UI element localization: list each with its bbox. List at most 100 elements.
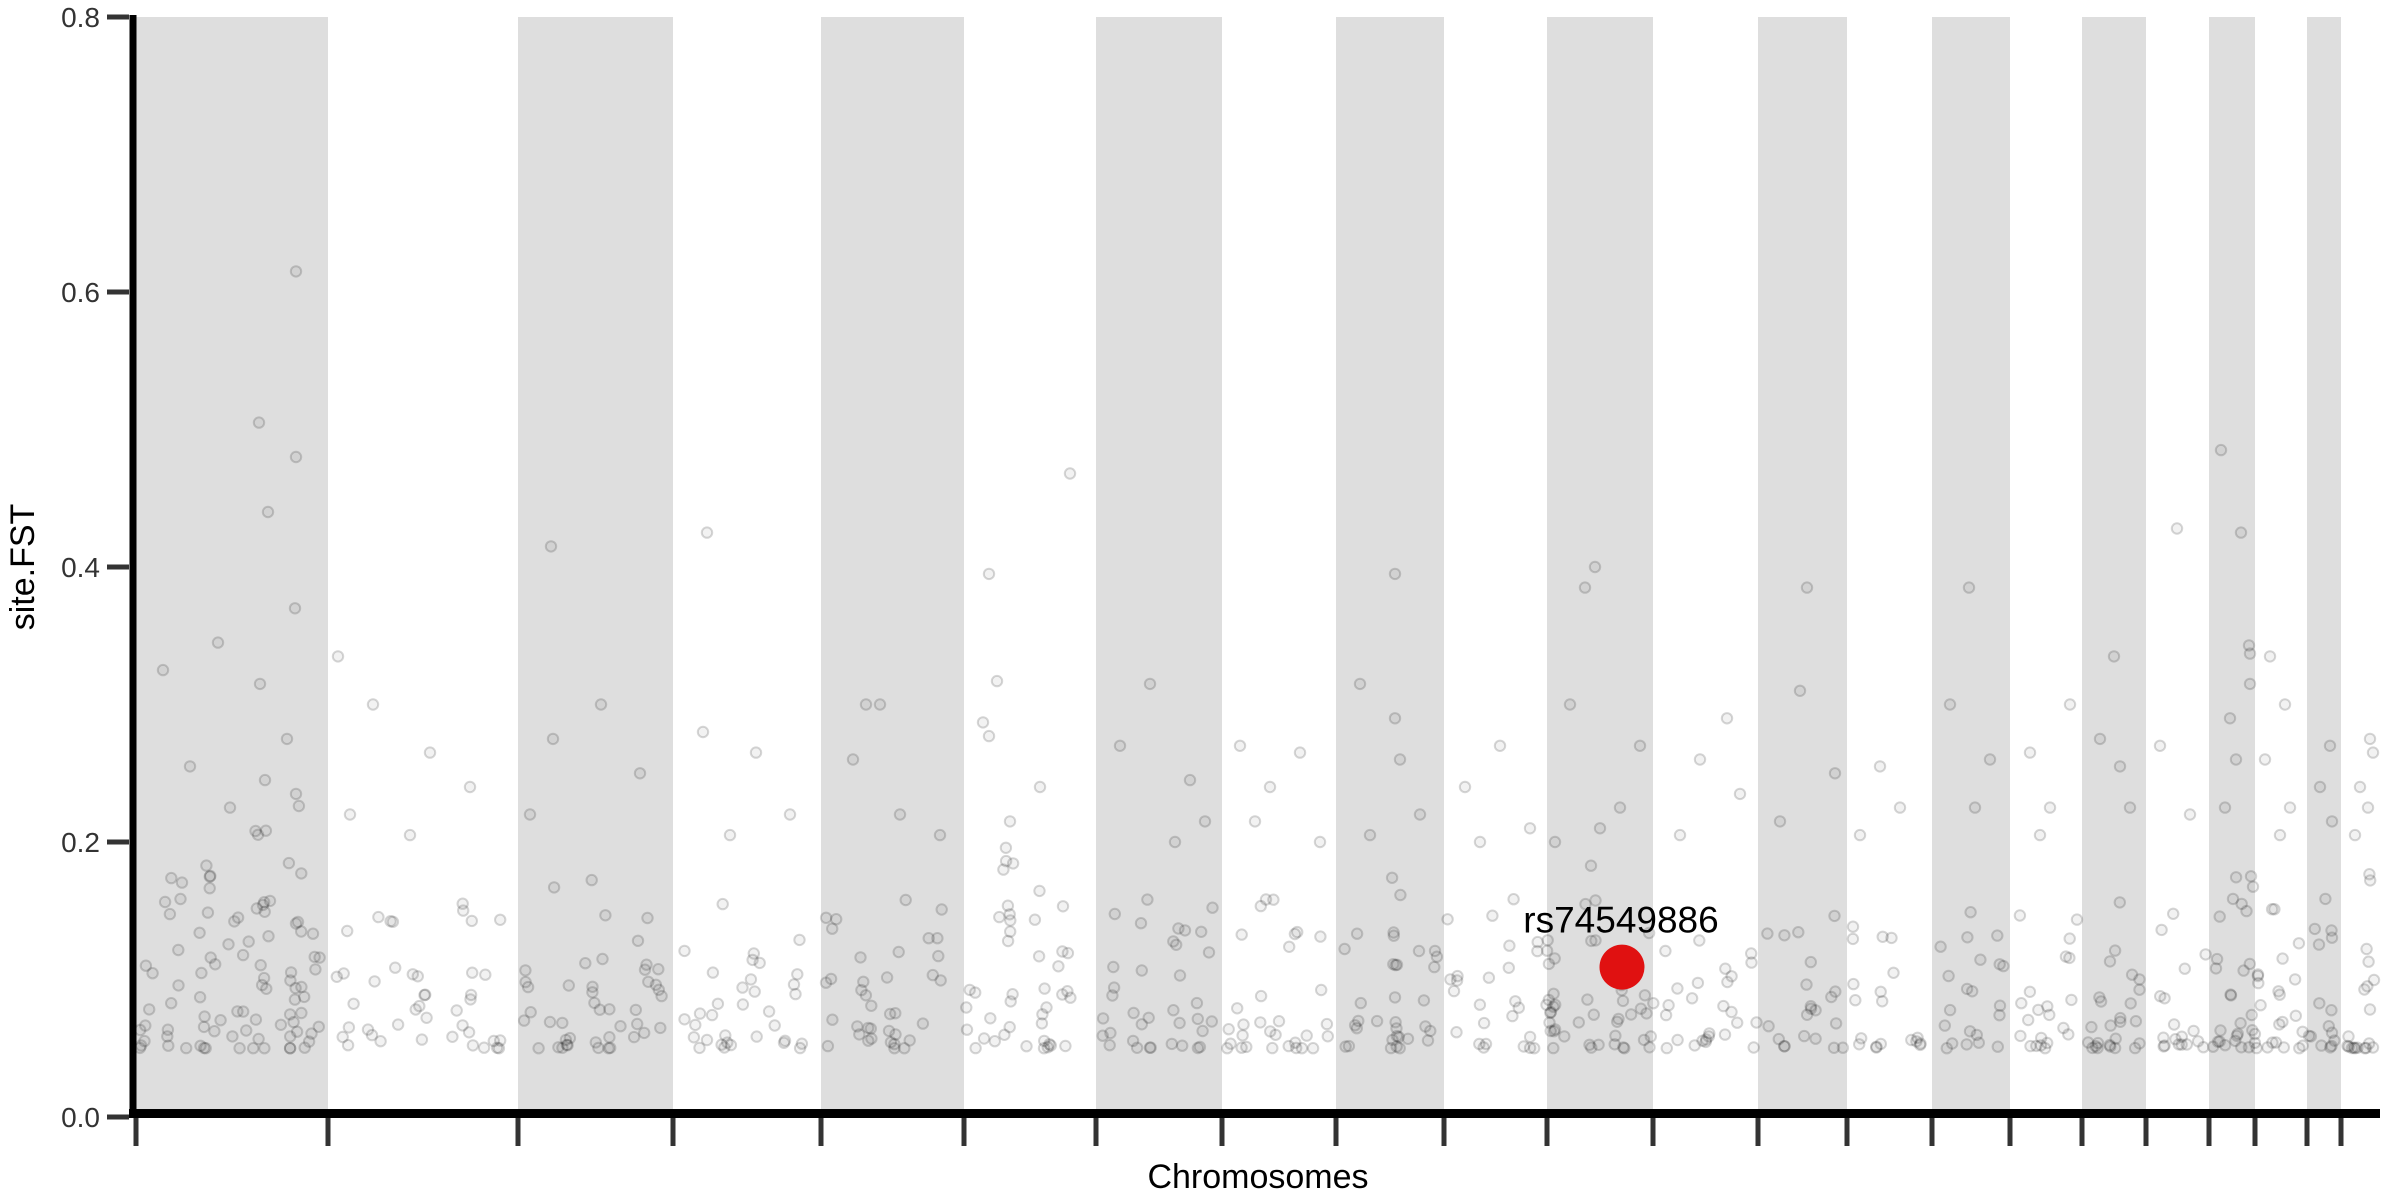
- snp-point-chr17: [2129, 1015, 2143, 1028]
- snp-point-chr11: [1613, 801, 1627, 814]
- snp-point-chr1: [139, 1019, 152, 1032]
- snp-point-chr3: [604, 1041, 617, 1055]
- snp-point-chr6: [1061, 985, 1074, 998]
- snp-point-chr4: [793, 933, 806, 947]
- snp-point-chr5: [931, 932, 944, 945]
- snp-point-chr15: [1962, 581, 1976, 594]
- snp-point-chr7: [1190, 996, 1204, 1010]
- snp-point-chr3: [521, 980, 535, 994]
- snp-point-chr11: [1633, 739, 1647, 752]
- snp-point-chr1: [295, 867, 308, 880]
- snp-point-chr20: [2268, 903, 2281, 916]
- snp-point-chr10: [1528, 1042, 1541, 1055]
- snp-point-chr11: [1544, 1006, 1557, 1020]
- snp-point-chr5: [934, 974, 947, 987]
- snp-point-chr14: [1914, 1037, 1927, 1050]
- snp-point-chr11: [1583, 1038, 1596, 1052]
- snp-point-chr22: [2342, 1040, 2355, 1053]
- snp-point-chr22: [2358, 1042, 2372, 1055]
- snp-point-chr6: [1004, 925, 1017, 938]
- snp-point-chr19: [2211, 1035, 2225, 1048]
- snp-point-chr8: [1254, 989, 1268, 1003]
- snp-point-chr12: [1688, 1039, 1701, 1052]
- snp-point-chr1: [203, 870, 217, 883]
- snp-point-chr22: [2359, 1041, 2373, 1055]
- snp-point-chr1: [309, 963, 322, 976]
- snp-point-chr1: [194, 1039, 207, 1053]
- snp-point-chr9: [1428, 944, 1442, 958]
- snp-point-chr7: [1141, 893, 1154, 906]
- snp-point-chr7: [1104, 1026, 1117, 1040]
- snp-point-chr12: [1717, 999, 1730, 1013]
- snp-point-chr22: [2342, 1030, 2355, 1043]
- snp-point-chr20: [2296, 1039, 2309, 1052]
- snp-point-chr19: [2245, 1008, 2258, 1022]
- snp-point-chr9: [1370, 1014, 1384, 1028]
- snp-point-chr14: [1855, 1032, 1868, 1045]
- snp-point-chr6: [1020, 1040, 1033, 1053]
- snp-point-chr22: [2366, 1041, 2380, 1054]
- snp-point-chr7: [1198, 815, 1212, 828]
- snp-point-chr11: [1612, 1012, 1625, 1026]
- snp-point-chr7: [1173, 969, 1187, 982]
- snp-point-chr13: [1836, 1041, 1850, 1054]
- snp-point-chr1: [289, 917, 303, 930]
- snp-point-chr14: [1870, 1041, 1883, 1054]
- snp-point-chr9: [1384, 1041, 1398, 1055]
- snp-point-chr18: [2178, 962, 2192, 975]
- snp-point-chr1: [295, 1006, 308, 1020]
- snp-point-chr12: [1685, 992, 1699, 1005]
- snp-point-chr6: [1040, 1001, 1053, 1014]
- snp-point-chr5: [854, 951, 867, 964]
- snp-point-chr20: [2296, 1025, 2309, 1039]
- snp-point-chr3: [586, 986, 599, 999]
- snp-point-chr6: [976, 716, 990, 729]
- snp-point-chr1: [282, 856, 296, 870]
- snp-point-chr3: [614, 1019, 627, 1033]
- snp-point-chr5: [819, 976, 833, 989]
- snp-point-chr11: [1547, 1000, 1560, 1013]
- snp-point-chr19: [2248, 1036, 2262, 1050]
- snp-point-chr5: [926, 968, 939, 982]
- snp-point-chr9: [1393, 753, 1407, 766]
- snp-point-chr7: [1107, 981, 1121, 994]
- snp-point-chr3: [638, 1026, 651, 1040]
- snp-point-chr2: [343, 808, 357, 821]
- snp-point-chr20: [2288, 973, 2302, 986]
- snp-point-chr5: [864, 1022, 877, 1035]
- snp-point-chr18: [2180, 1038, 2194, 1051]
- snp-point-chr19: [2246, 880, 2260, 893]
- snp-point-chr3: [655, 989, 668, 1003]
- snp-point-chr1: [146, 967, 159, 980]
- snp-point-chr8: [1320, 1017, 1334, 1031]
- snp-point-chr22: [2366, 746, 2380, 759]
- snp-point-chr1: [298, 1041, 311, 1054]
- snp-point-chr19: [2237, 964, 2250, 977]
- snp-point-chr2: [466, 966, 479, 979]
- snp-point-chr21: [2325, 815, 2339, 828]
- snp-point-chr1: [242, 935, 255, 948]
- y-tick-label-0.6: 0.6: [61, 277, 100, 308]
- snp-point-chr17: [2133, 973, 2146, 986]
- snp-point-chr1: [292, 799, 306, 813]
- snp-point-chr4: [795, 1037, 809, 1050]
- snp-point-chr11: [1581, 993, 1594, 1006]
- snp-point-chr7: [1134, 917, 1148, 930]
- snp-point-chr4: [777, 1036, 791, 1050]
- snp-point-chr11: [1548, 952, 1561, 965]
- snp-point-chr8: [1290, 1041, 1303, 1055]
- snp-point-chr1: [258, 1042, 271, 1055]
- snp-point-chr1: [165, 871, 178, 885]
- snp-point-chr14: [1914, 1038, 1927, 1052]
- snp-point-chr11: [1579, 897, 1592, 911]
- snp-point-chr15: [1960, 982, 1974, 996]
- snp-point-chr7: [1168, 835, 1182, 849]
- snp-point-chr18: [2191, 1035, 2205, 1048]
- snp-point-chr6: [998, 1028, 1011, 1042]
- y-tick-label-0.2: 0.2: [61, 827, 100, 858]
- snp-point-chr6: [1004, 995, 1017, 1008]
- snp-point-chr21: [2304, 1030, 2318, 1043]
- snp-point-chr2: [403, 828, 417, 842]
- snp-point-chr8: [1231, 1002, 1244, 1015]
- snp-point-chr11: [1593, 822, 1607, 835]
